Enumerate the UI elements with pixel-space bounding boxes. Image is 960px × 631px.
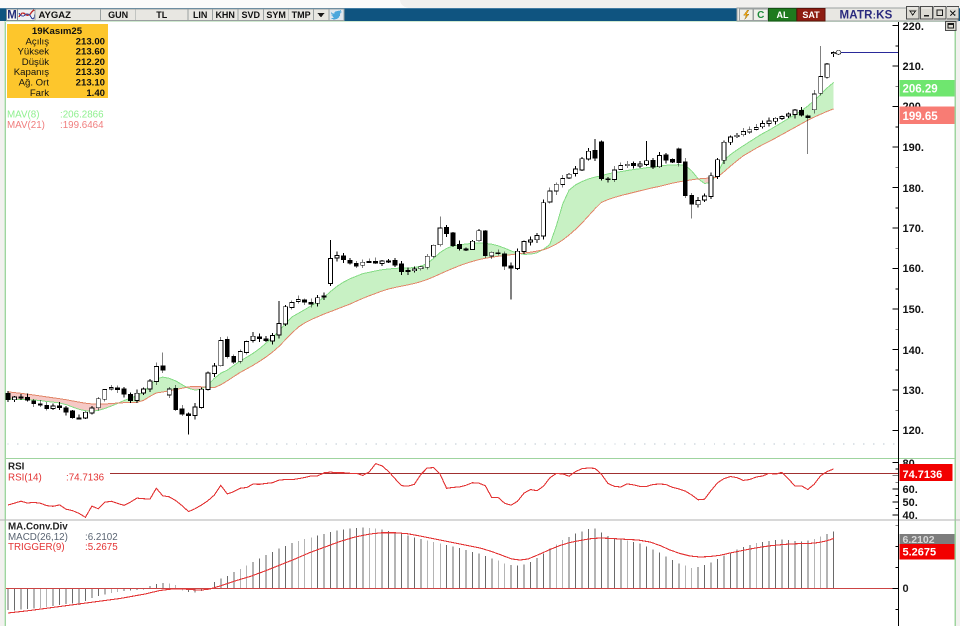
svg-text:LIN: LIN (193, 10, 208, 20)
svg-text:TL: TL (156, 10, 167, 20)
svg-text:MA.Conv.Div: MA.Conv.Div (8, 522, 68, 533)
svg-text:120.: 120. (903, 425, 924, 437)
svg-text:Ağ. Ort: Ağ. Ort (19, 78, 50, 89)
svg-text:170.: 170. (903, 223, 924, 235)
svg-text:190.: 190. (903, 142, 924, 154)
svg-text:RSI: RSI (8, 462, 25, 473)
svg-text::6.2102: :6.2102 (85, 532, 118, 543)
svg-text:AL: AL (777, 10, 789, 20)
svg-text:180.: 180. (903, 183, 924, 195)
svg-text:5.2675: 5.2675 (903, 547, 937, 559)
svg-text:60.: 60. (903, 484, 918, 496)
svg-text:74.7136: 74.7136 (903, 469, 943, 481)
svg-text:Kapanış: Kapanış (14, 67, 49, 78)
svg-text:19Kasım25: 19Kasım25 (32, 26, 83, 37)
svg-text:220.: 220. (903, 21, 924, 33)
svg-text:199.65: 199.65 (903, 111, 939, 123)
svg-text:50.: 50. (903, 497, 918, 509)
svg-text:Düşük: Düşük (22, 57, 49, 68)
svg-text:0: 0 (903, 583, 909, 595)
svg-text:212.20: 212.20 (76, 57, 105, 68)
svg-text:140.: 140. (903, 345, 924, 357)
svg-text::199.6464: :199.6464 (60, 120, 104, 131)
svg-text:206.29: 206.29 (903, 84, 938, 96)
svg-text::74.7136: :74.7136 (66, 473, 105, 484)
svg-text::206.2866: :206.2866 (60, 110, 104, 121)
svg-text:MATR:KS: MATR:KS (840, 9, 893, 21)
svg-text:RSI(14): RSI(14) (8, 473, 42, 484)
svg-text:130.: 130. (903, 385, 924, 397)
svg-text:1.40: 1.40 (86, 88, 105, 99)
svg-text:SVD: SVD (242, 10, 261, 20)
svg-text:213.60: 213.60 (76, 47, 105, 58)
svg-text:213.10: 213.10 (76, 78, 105, 89)
svg-text:SAT: SAT (802, 10, 820, 20)
svg-text:150.: 150. (903, 304, 924, 316)
svg-text:160.: 160. (903, 263, 924, 275)
svg-text:MAV(21): MAV(21) (7, 120, 45, 131)
svg-text:M: M (7, 9, 17, 21)
svg-text:TMP: TMP (292, 10, 311, 20)
svg-text:GUN: GUN (108, 10, 128, 20)
svg-text:C: C (757, 10, 764, 21)
svg-text:MAV(8): MAV(8) (7, 110, 39, 121)
svg-text:SYM: SYM (266, 10, 286, 20)
svg-text:Yüksek: Yüksek (18, 47, 50, 58)
svg-text::5.2675: :5.2675 (85, 542, 118, 553)
svg-text:Açılış: Açılış (26, 36, 50, 47)
svg-text:210.: 210. (903, 61, 924, 73)
svg-text:AYGAZ: AYGAZ (39, 10, 72, 21)
svg-text:KHN: KHN (215, 10, 235, 20)
svg-text:40.: 40. (903, 510, 918, 522)
svg-text:6.2102: 6.2102 (903, 534, 935, 546)
svg-text:213.00: 213.00 (76, 36, 105, 47)
svg-text:Fark: Fark (30, 88, 49, 99)
svg-text:TRIGGER(9): TRIGGER(9) (8, 542, 65, 553)
svg-text:MACD(26,12): MACD(26,12) (8, 532, 68, 543)
svg-text:213.30: 213.30 (76, 67, 105, 78)
